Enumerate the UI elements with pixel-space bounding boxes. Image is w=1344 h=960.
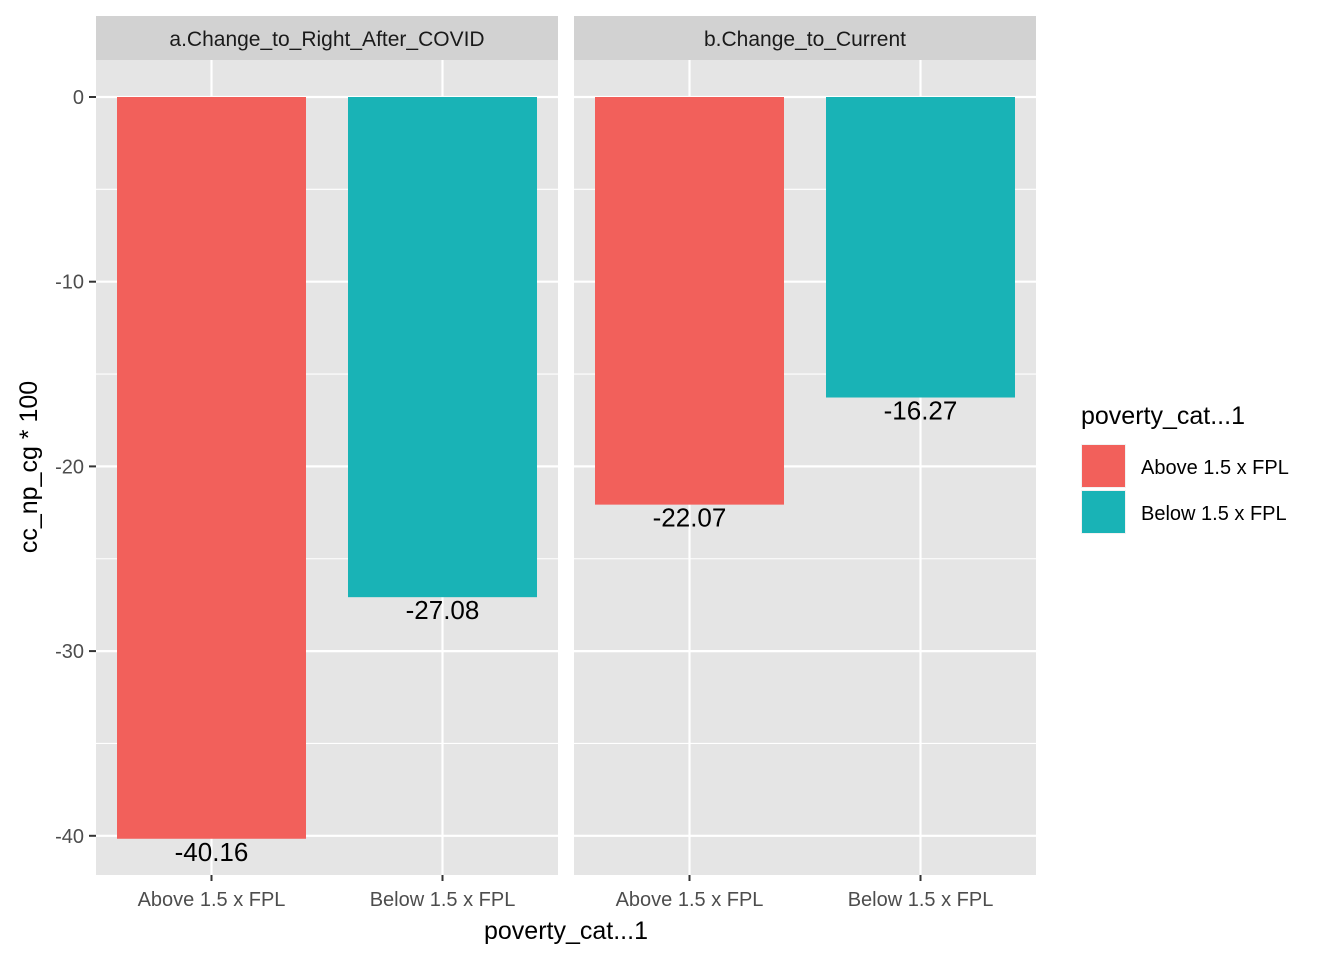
bar [826,97,1015,398]
bar [595,97,784,505]
bar [348,97,537,598]
x-tick-label: Above 1.5 x FPL [138,889,286,911]
facet-strip [574,16,1036,60]
x-tick-label: Below 1.5 x FPL [848,889,994,911]
bar-data-label: -40.16 [175,837,249,867]
legend-item-label: Below 1.5 x FPL [1141,503,1287,525]
facet-strip [96,16,558,60]
y-tick-label: -20 [55,456,84,478]
facet-panel: b.Change_to_Current -22.07 Above 1.5 x FPL… [574,16,1036,911]
bar-data-label: -27.08 [406,595,480,625]
y-axis: 0 -10 -20 -30 -40 [55,87,96,848]
legend-title: poverty_cat...1 [1081,402,1245,430]
legend-item-label: Above 1.5 x FPL [1141,457,1289,479]
x-axis-title: poverty_cat...1 [484,917,648,945]
y-tick-label: -10 [55,272,84,294]
facet-panels: a.Change_to_Right_After_COVID -40.16 Above… [96,16,1036,911]
bar-data-label: -22.07 [653,503,727,533]
legend-key-swatch [1082,491,1125,533]
x-tick-label: Above 1.5 x FPL [616,889,764,911]
legend-key-swatch [1082,445,1125,487]
facet-strip-title: b.Change_to_Current [704,28,906,51]
y-tick-label: 0 [73,87,84,109]
facet-strip-title: a.Change_to_Right_After_COVID [169,28,484,51]
y-axis-title: cc_np_cg * 100 [15,381,43,553]
bar-data-label: -16.27 [884,396,958,426]
y-tick-label: -30 [55,641,84,663]
bar [117,97,306,839]
facet-panel: a.Change_to_Right_After_COVID -40.16 Above… [96,16,558,911]
x-tick-label: Below 1.5 x FPL [370,889,516,911]
y-tick-label: -40 [55,826,84,848]
legend: poverty_cat...1 Above 1.5 x FPL Below 1.5… [1081,402,1289,534]
